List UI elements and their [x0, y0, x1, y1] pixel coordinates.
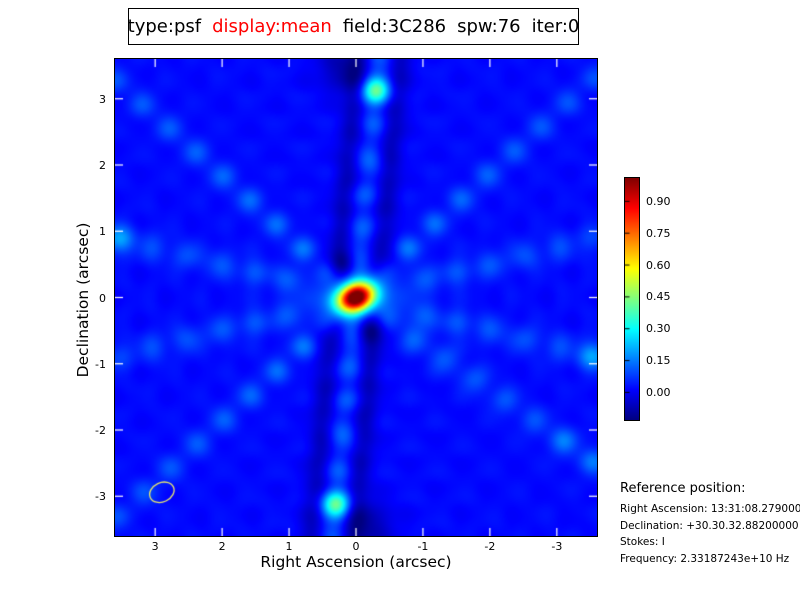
x-tick-label: 3 [151, 540, 159, 553]
y-tick-label: -1 [95, 357, 106, 371]
plot-title-box: type:psf display:mean field:3C286 spw:76 ite… [128, 8, 579, 45]
y-tick-label: 0 [99, 291, 106, 305]
x-tick-label: -1 [417, 540, 429, 553]
reference-position-block: Reference position: Right Ascension: 13:… [620, 481, 800, 569]
reference-line: Frequency: 2.33187243e+10 Hz [620, 552, 790, 565]
y-tick-label: -3 [95, 490, 106, 504]
colorbar [624, 177, 640, 421]
y-tick-label: -2 [95, 424, 106, 437]
x-axis-label: Right Ascension (arcsec) [260, 553, 452, 571]
title-segment-3: spw:76 [457, 16, 521, 37]
title-segment-2: field:3C286 [342, 16, 447, 37]
x-tick-label: 1 [285, 540, 293, 553]
title-segment-1: display:mean [212, 16, 332, 37]
title-segment-4: iter:0 [531, 16, 580, 37]
colorbar-tick-label: 0.30 [646, 322, 671, 336]
colorbar-tick-label: 0.90 [646, 194, 671, 208]
x-tick-label: 0 [352, 540, 360, 553]
x-tick-label: -3 [551, 540, 563, 553]
reference-line: Stokes: I [620, 536, 665, 549]
y-tick-label: 2 [99, 159, 106, 172]
y-tick-label: 3 [99, 92, 106, 106]
colorbar-tick-label: 0.00 [646, 385, 671, 399]
colorbar-tick-label: 0.15 [646, 354, 671, 368]
x-tick-label: -2 [484, 540, 496, 553]
colorbar-tick-label: 0.60 [646, 258, 671, 272]
x-tick-label: 2 [218, 540, 226, 553]
reference-line: Right Ascension: 13:31:08.27900000 [620, 503, 800, 515]
title-segment-0: type:psf [127, 16, 202, 37]
reference-line: Declination: +30.30.32.88200000 [620, 519, 799, 532]
reference-heading: Reference position: [620, 481, 746, 496]
psf-image[interactable] [114, 58, 598, 537]
colorbar-tick-label: 0.75 [646, 226, 671, 240]
colorbar-tick-label: 0.45 [646, 290, 671, 304]
y-tick-label: 1 [99, 225, 106, 239]
